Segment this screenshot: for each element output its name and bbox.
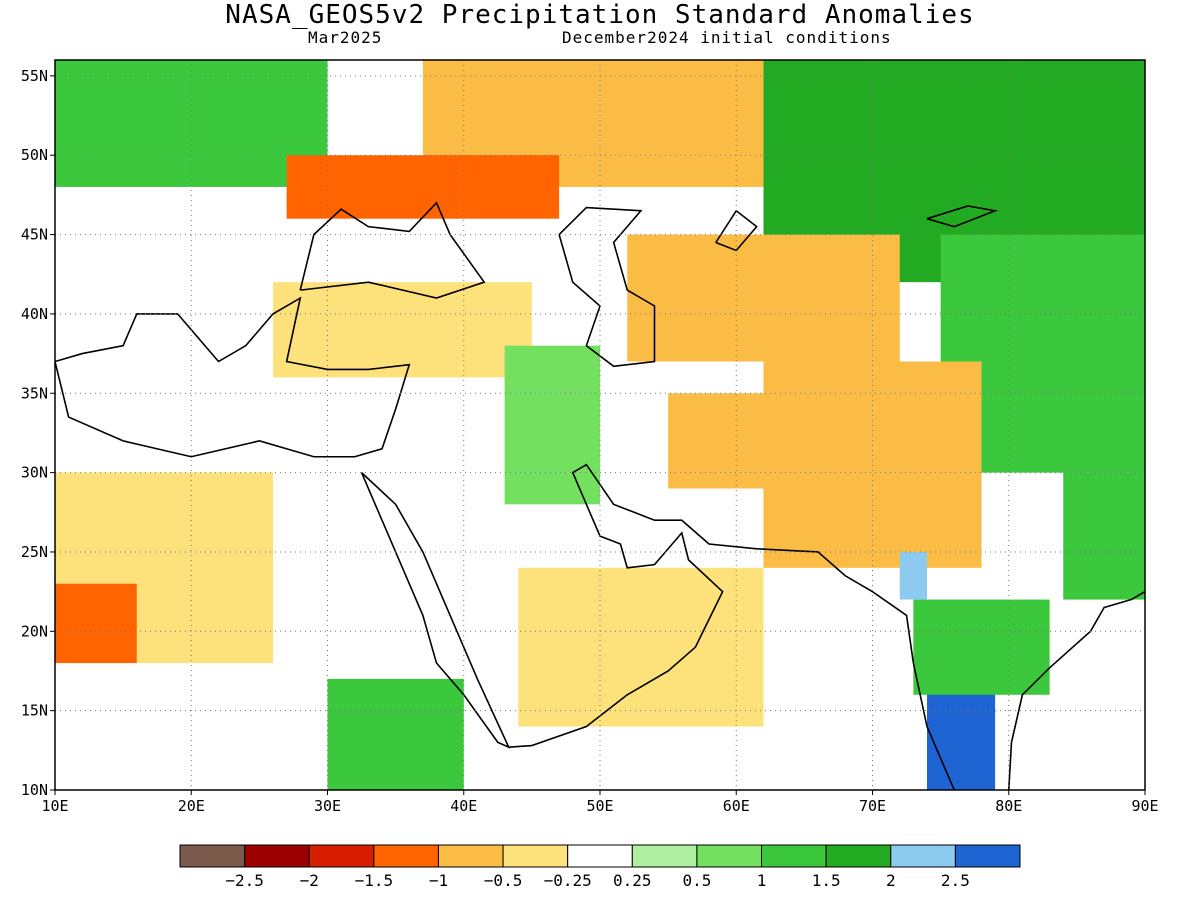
colorbar-swatch bbox=[825, 844, 892, 868]
axis-ticks: 10E 20E 30E 40E 50E 60E 70E 80E 90E 10N 15N 20N 25N 3… bbox=[21, 67, 1159, 815]
anomaly-region-caspian-dry bbox=[627, 234, 900, 362]
coastlines bbox=[55, 201, 1145, 790]
anomaly-region-iraq-wet bbox=[504, 345, 600, 505]
lat-tick-label: 25N bbox=[21, 543, 48, 561]
colorbar-swatch bbox=[954, 844, 1021, 868]
coast-black-sea bbox=[299, 201, 486, 299]
colorbar-label: 0.25 bbox=[613, 871, 652, 890]
lat-tick-label: 40N bbox=[21, 305, 48, 323]
colorbar-label: −2.5 bbox=[225, 871, 264, 890]
anomaly-region-ukraine-very-dry bbox=[286, 155, 560, 219]
colorbar-swatch bbox=[567, 844, 633, 868]
colorbar-label: −0.5 bbox=[484, 871, 523, 890]
colorbar-label: −0.25 bbox=[544, 871, 592, 890]
coast-balkhash bbox=[926, 205, 999, 228]
lon-tick-label: 80E bbox=[995, 797, 1022, 815]
colorbar-swatch bbox=[696, 844, 763, 868]
lat-tick-label: 50N bbox=[21, 146, 48, 164]
lat-tick-label: 15N bbox=[21, 702, 48, 720]
anomaly-field bbox=[55, 60, 1145, 790]
anomaly-region-chad-very-dry bbox=[55, 583, 137, 664]
anomaly-region-turkey-dry bbox=[273, 282, 532, 378]
anomaly-region-afghan-dry bbox=[763, 361, 982, 568]
coast-red-sea bbox=[360, 472, 511, 749]
colorbar-swatch bbox=[179, 844, 246, 868]
anomaly-region-gujarat-wet bbox=[899, 551, 927, 600]
map-title: NASA_GEOS5v2 Precipitation Standard Anom… bbox=[225, 0, 975, 30]
lon-tick-label: 60E bbox=[723, 797, 750, 815]
lon-tick-label: 40E bbox=[450, 797, 477, 815]
colorbar-swatch bbox=[890, 844, 956, 868]
coast-aral bbox=[715, 209, 758, 252]
colorbar-label: 1.5 bbox=[812, 871, 841, 890]
valid-month-label: Mar2025 bbox=[308, 28, 383, 47]
colorbar-swatch bbox=[502, 844, 569, 868]
coast-india-east bbox=[1007, 590, 1145, 790]
colorbar-label: −1 bbox=[429, 871, 448, 890]
lon-tick-label: 50E bbox=[586, 797, 613, 815]
colorbar-swatch bbox=[244, 844, 310, 868]
lon-tick-label: 10E bbox=[41, 797, 68, 815]
lon-tick-label: 20E bbox=[178, 797, 205, 815]
colorbar-swatch bbox=[373, 844, 439, 868]
init-conditions-label: December2024 initial conditions bbox=[562, 28, 892, 47]
colorbar-label: −2 bbox=[300, 871, 319, 890]
colorbar-label: 0.5 bbox=[682, 871, 711, 890]
lat-tick-label: 55N bbox=[21, 67, 48, 85]
lon-tick-label: 90E bbox=[1131, 797, 1158, 815]
colorbar-label: 1 bbox=[757, 871, 767, 890]
lat-tick-label: 30N bbox=[21, 464, 48, 482]
anomaly-region-arabia-dry bbox=[518, 567, 764, 727]
lat-tick-label: 35N bbox=[21, 384, 48, 402]
coast-mediterranean bbox=[55, 296, 411, 458]
lon-tick-label: 30E bbox=[314, 797, 341, 815]
map-grid bbox=[55, 60, 1145, 790]
lat-tick-label: 45N bbox=[21, 226, 48, 244]
coast-caspian bbox=[558, 206, 656, 368]
colorbar-swatch bbox=[631, 844, 698, 868]
anomaly-region-bengal-wet bbox=[1063, 472, 1145, 600]
colorbar-swatch bbox=[308, 844, 375, 868]
colorbar-swatch bbox=[761, 844, 827, 868]
anomaly-region-ethiopia-wet bbox=[327, 678, 464, 790]
coast-arabia-gulf bbox=[508, 463, 955, 790]
lon-tick-label: 70E bbox=[859, 797, 886, 815]
anomaly-region-india-wet-ring bbox=[913, 599, 1050, 695]
colorbar-label: 2.5 bbox=[941, 871, 970, 890]
lat-tick-label: 20N bbox=[21, 622, 48, 640]
colorbar-swatch bbox=[437, 844, 504, 868]
colorbar: −2.5 −2 −1.5 −1 −0.5 −0.25 0.25 0.5 1 1.5 2 2.5 bbox=[179, 844, 1021, 890]
colorbar-label: −1.5 bbox=[355, 871, 394, 890]
lat-tick-label: 10N bbox=[21, 781, 48, 799]
colorbar-label: 2 bbox=[886, 871, 896, 890]
